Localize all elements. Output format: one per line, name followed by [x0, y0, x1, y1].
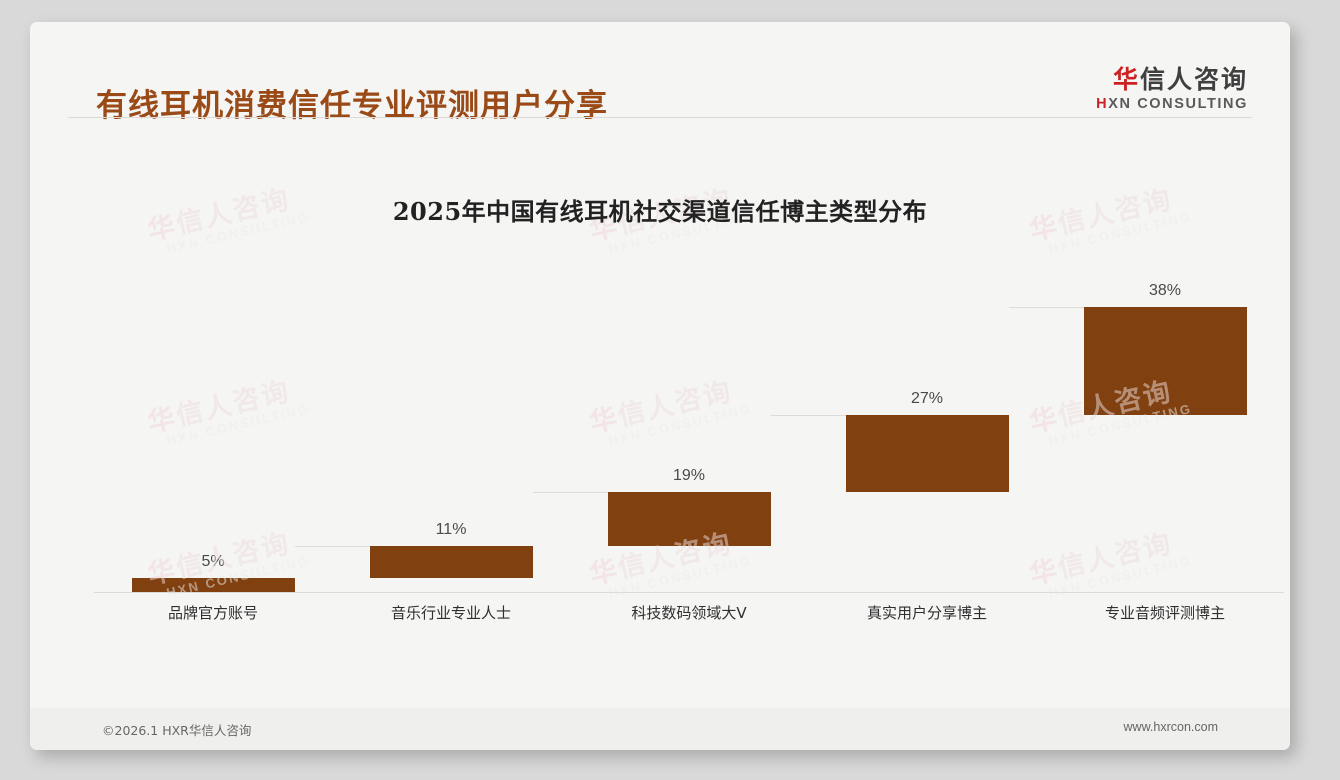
chart-title: 2025年中国有线耳机社交渠道信任博主类型分布	[392, 197, 928, 226]
logo-en-text: HXN CONSULTING	[1096, 95, 1248, 112]
category-label: 品牌官方账号	[167, 604, 258, 622]
category-label: 专业音频评测博主	[1104, 604, 1225, 622]
category-label: 科技数码领域大V	[631, 604, 747, 622]
x-axis-line	[94, 592, 1284, 593]
chart-bar[interactable]	[369, 546, 533, 578]
waterfall-connector	[770, 415, 846, 417]
waterfall-connector	[532, 492, 608, 494]
category-label: 真实用户分享博主	[866, 604, 987, 622]
page-title: 有线耳机消费信任专业评测用户分享	[96, 88, 608, 124]
bar-value-label: 5%	[201, 552, 225, 570]
chart-bar[interactable]	[1083, 307, 1247, 416]
header-divider	[68, 117, 1252, 118]
company-logo: 华信人咨询 HXN CONSULTING	[1096, 66, 1248, 112]
bar-value-label: 19%	[672, 467, 706, 485]
slide-canvas: 华信人咨询 HXN CONSULTING 华信人咨询 HXN CONSULTIN…	[30, 22, 1290, 750]
slide-header: 有线耳机消费信任专业评测用户分享 华信人咨询 HXN CONSULTING	[30, 22, 1290, 124]
slide-footer: ©2026.1 HXR华信人咨询 www.hxrcon.com	[30, 708, 1290, 750]
bar-value-label: 11%	[435, 521, 467, 539]
chart-bar[interactable]	[131, 577, 295, 592]
bar-value-label: 27%	[910, 390, 944, 408]
waterfall-connector	[1008, 307, 1084, 308]
category-label: 音乐行业专业人士	[390, 604, 511, 622]
chart-bar[interactable]	[845, 415, 1009, 493]
footer-website[interactable]: www.hxrcon.com	[1123, 720, 1218, 734]
footer-copyright: ©2026.1 HXR华信人咨询	[102, 723, 252, 738]
bar-value-label: 38%	[1148, 282, 1182, 299]
logo-cn-text: 华信人咨询	[1112, 65, 1248, 94]
waterfall-connector	[294, 546, 370, 548]
chart-plot-area	[68, 252, 1252, 572]
chart-bar[interactable]	[607, 492, 771, 547]
